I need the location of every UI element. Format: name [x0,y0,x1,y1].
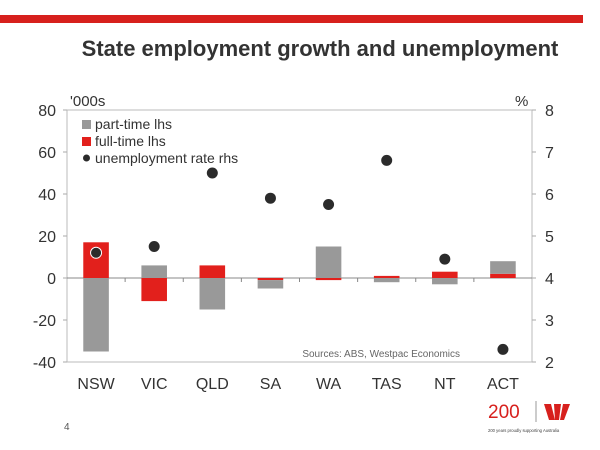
source-annotation: Sources: ABS, Westpac Economics [302,349,460,360]
full-time-bar [373,275,400,278]
part-time-bar [141,265,167,278]
logo-tagline: 200 years proudly supporting Australia [488,428,560,433]
y-tick-label: 20 [38,229,56,246]
x-tick-label: WA [316,376,342,393]
full-time-bar [490,273,516,278]
page-title: State employment growth and unemployment [81,36,559,61]
x-tick-label: TAS [372,376,402,393]
part-time-bar [315,246,342,278]
y-tick-label: -40 [33,355,56,372]
x-tick-label: NT [434,376,456,393]
legend-swatch-unemployment [83,154,90,162]
accent-bar [0,15,583,23]
y2-tick-label: 6 [545,187,554,204]
full-time-bar [315,278,342,281]
y-axis-label: '000s [70,93,105,110]
legend-label: part-time lhs [95,116,172,132]
x-tick-label: ACT [487,376,519,393]
y-tick-label: 0 [47,271,56,288]
unemployment-dot [90,246,103,259]
part-time-bar [373,278,400,283]
part-time-bar [83,278,109,352]
page-number: 4 [64,422,70,433]
unemployment-dot [148,241,160,252]
unemployment-dot [264,192,276,204]
westpac-logo: 200 200 years proudly supporting Austral… [488,398,588,443]
part-time-bar [257,280,284,289]
legend-label: unemployment rate rhs [95,150,238,166]
y-tick-label: -20 [33,313,56,330]
x-tick-label: VIC [141,376,168,393]
full-time-bar [141,278,167,302]
y-tick-label: 40 [38,187,56,204]
y2-axis-label: % [515,93,528,110]
y2-tick-label: 8 [545,103,554,120]
full-time-bar [257,278,284,281]
westpac-w-icon [544,404,570,420]
y2-tick-label: 7 [545,145,554,162]
y2-tick-label: 3 [545,313,554,330]
part-time-bar [432,278,458,285]
x-tick-label: QLD [196,376,229,393]
y-tick-label: 60 [38,145,56,162]
unemployment-dot [497,343,509,355]
legend-swatch-part-time [82,120,91,129]
legend-swatch-full-time [82,137,91,146]
unemployment-dot [381,154,393,166]
x-tick-label: SA [260,376,282,393]
y2-tick-label: 2 [545,355,554,372]
y2-tick-label: 5 [545,229,554,246]
logo-200: 200 [488,402,520,423]
legend-label: full-time lhs [95,133,166,149]
unemployment-dot [439,253,451,265]
full-time-bar [199,265,226,278]
unemployment-dot [323,199,335,210]
full-time-bar [432,271,458,278]
x-tick-label: NSW [77,376,115,393]
y2-tick-label: 4 [545,271,554,288]
y-tick-label: 80 [38,103,56,120]
part-time-bar [199,278,226,310]
part-time-bar [490,261,516,274]
unemployment-dot [206,167,218,179]
